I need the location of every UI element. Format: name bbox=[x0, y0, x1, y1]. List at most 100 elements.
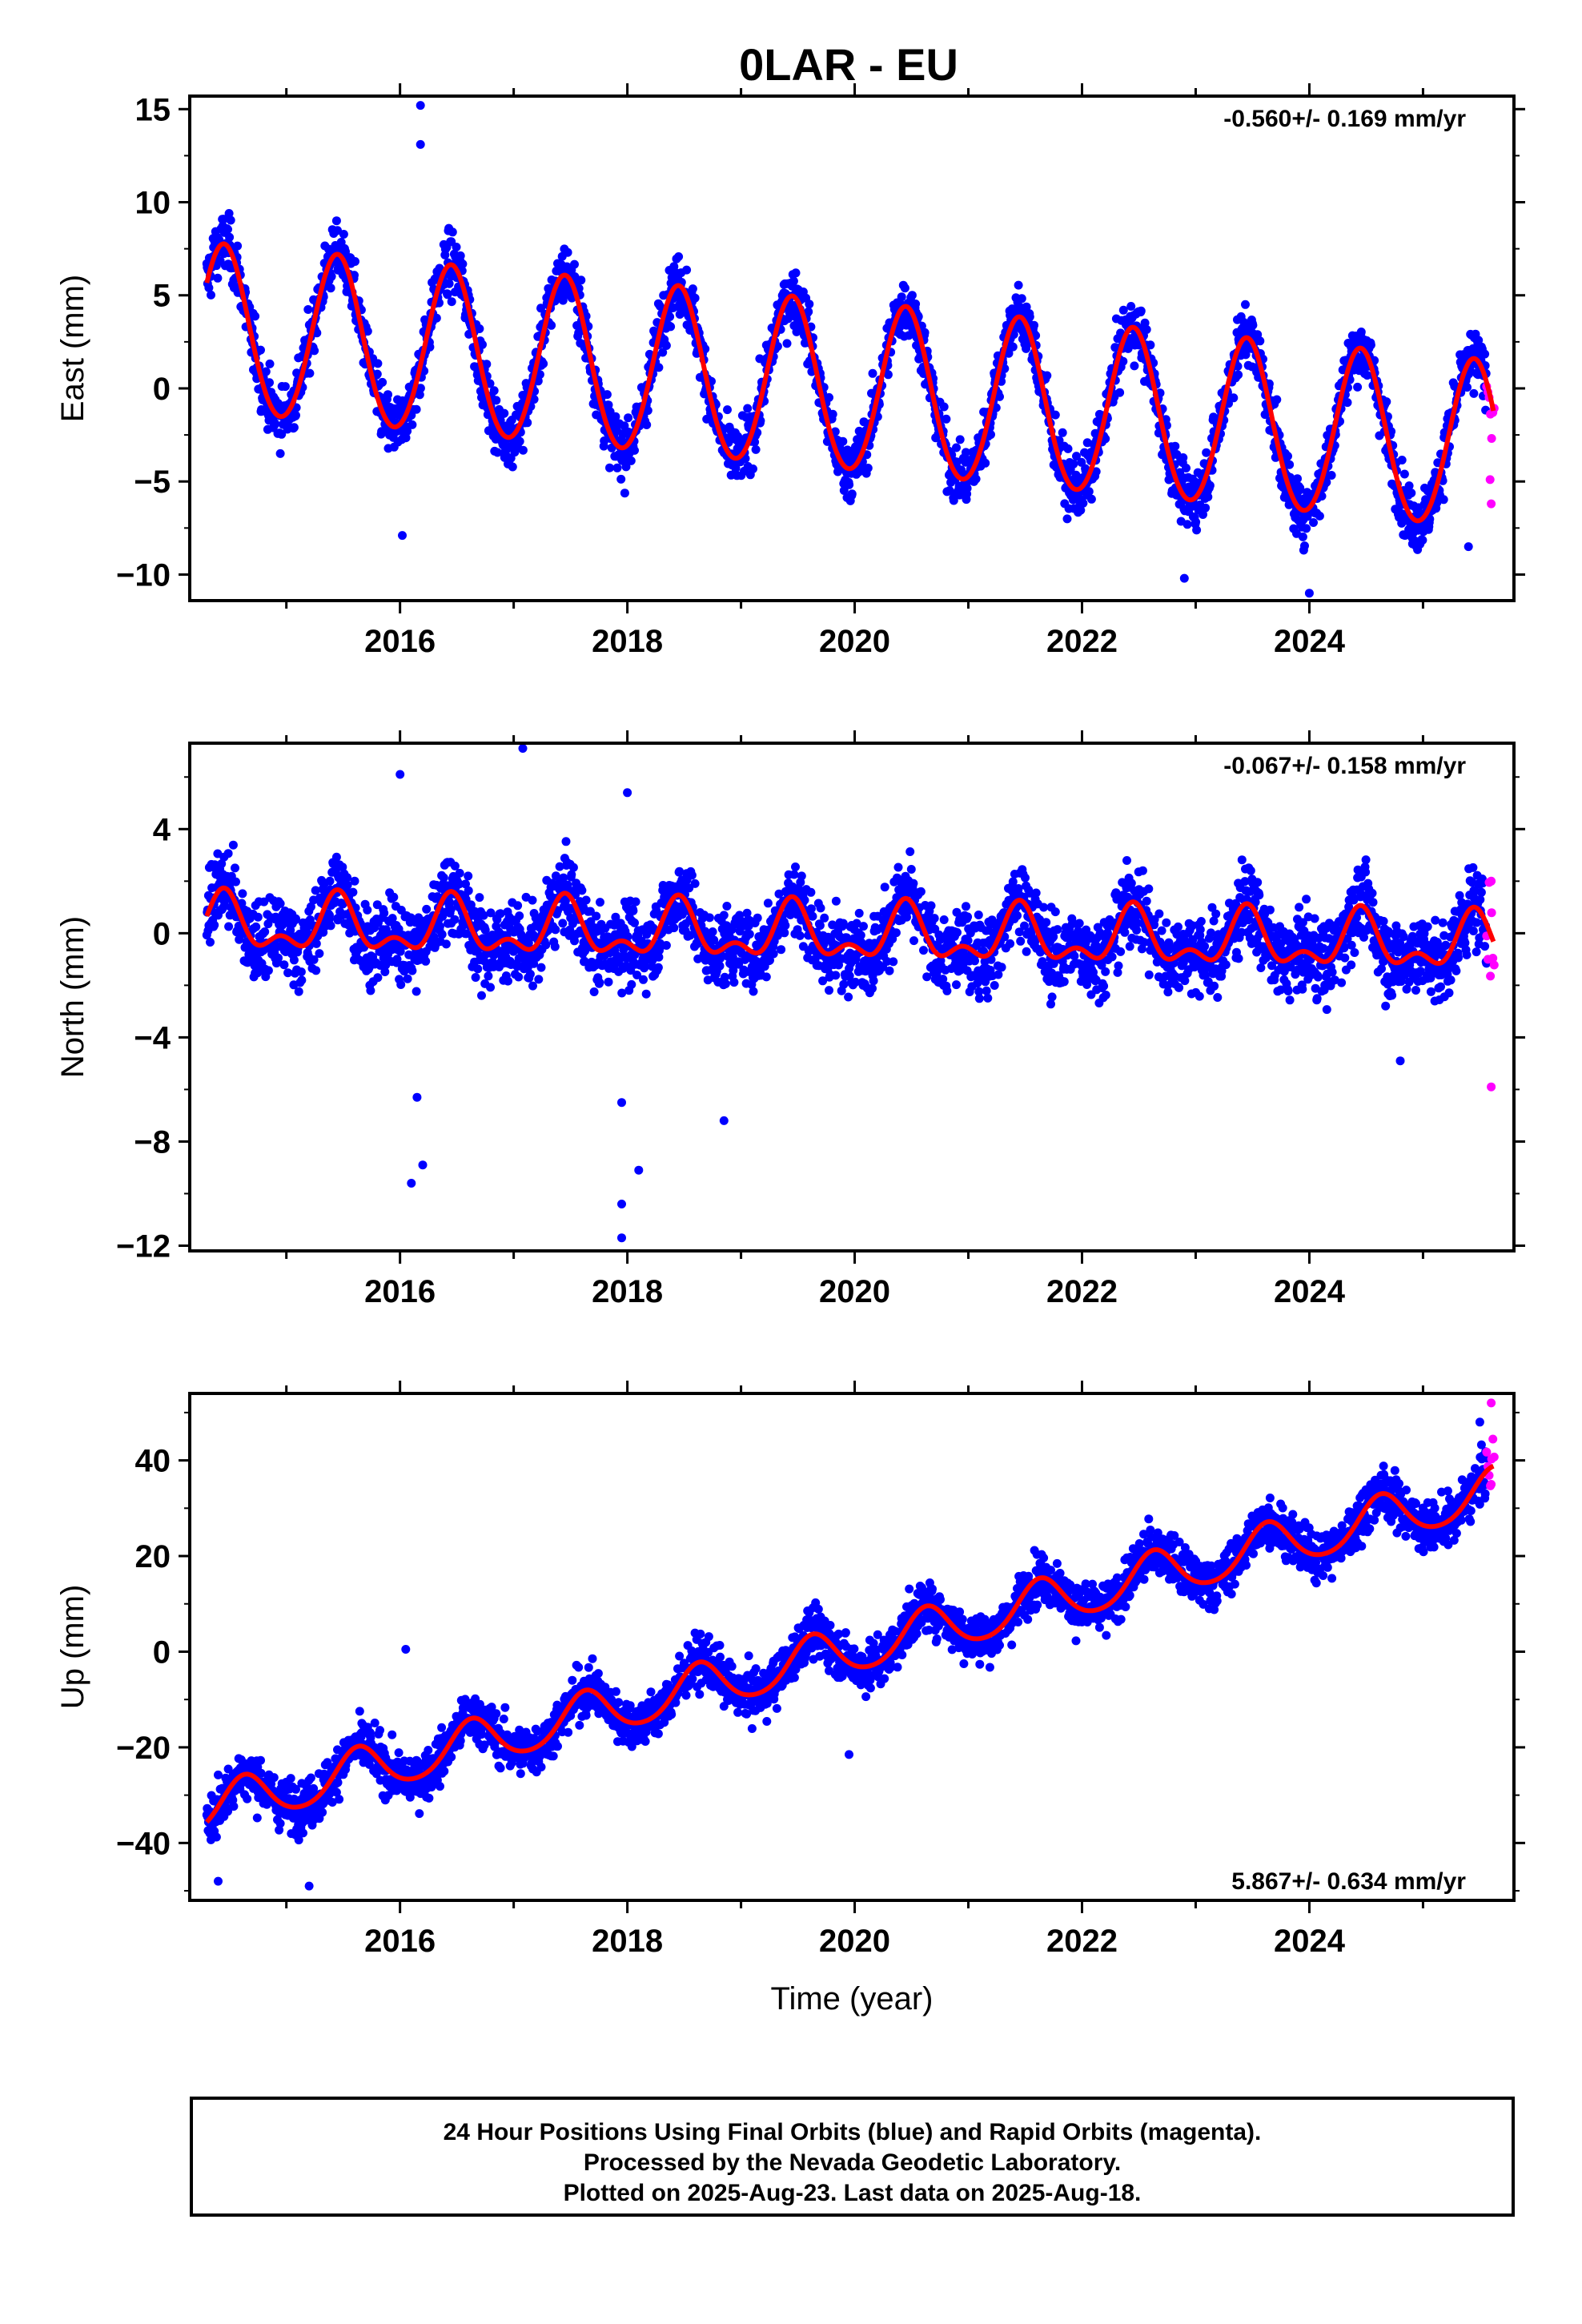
data-point bbox=[981, 458, 990, 468]
data-point bbox=[373, 973, 383, 983]
data-point bbox=[905, 847, 915, 856]
data-point bbox=[558, 919, 568, 928]
data-point bbox=[1182, 464, 1191, 472]
data-point bbox=[309, 955, 319, 964]
data-point bbox=[315, 949, 324, 959]
x-tick-label: 2018 bbox=[592, 624, 663, 659]
data-point bbox=[889, 957, 898, 967]
data-point bbox=[224, 209, 234, 218]
data-point bbox=[452, 243, 461, 251]
data-point bbox=[919, 946, 928, 955]
data-point bbox=[535, 370, 544, 380]
data-point bbox=[708, 927, 717, 936]
data-point bbox=[274, 953, 283, 963]
data-point bbox=[412, 404, 421, 414]
data-point bbox=[854, 908, 864, 918]
data-point bbox=[464, 871, 473, 881]
data-point bbox=[883, 370, 893, 380]
data-point bbox=[312, 328, 322, 338]
data-point bbox=[749, 987, 758, 996]
data-point bbox=[1366, 340, 1375, 350]
data-point bbox=[607, 443, 616, 452]
data-point bbox=[500, 408, 509, 418]
data-point bbox=[213, 273, 223, 283]
data-point bbox=[515, 436, 524, 446]
data-point bbox=[1234, 370, 1243, 380]
data-point bbox=[589, 987, 599, 996]
data-point bbox=[577, 886, 587, 895]
data-point bbox=[233, 241, 243, 251]
data-point bbox=[595, 978, 604, 987]
data-point bbox=[441, 939, 451, 949]
data-point bbox=[654, 363, 664, 372]
data-point bbox=[343, 873, 352, 883]
data-point bbox=[1072, 452, 1081, 461]
data-point bbox=[653, 963, 663, 972]
data-point bbox=[568, 862, 578, 872]
data-point bbox=[911, 300, 921, 308]
data-point bbox=[1298, 532, 1307, 541]
outlier-point bbox=[416, 139, 425, 149]
data-point bbox=[1300, 541, 1309, 551]
data-point bbox=[339, 230, 348, 239]
data-point bbox=[425, 342, 435, 352]
data-point bbox=[844, 992, 853, 1002]
data-point bbox=[626, 456, 636, 465]
outlier-point bbox=[1304, 589, 1314, 598]
data-point bbox=[416, 384, 425, 393]
data-point bbox=[547, 320, 556, 330]
data-point bbox=[1201, 503, 1211, 513]
data-point bbox=[338, 899, 347, 909]
y-tick-label: 5 bbox=[153, 279, 171, 314]
data-point bbox=[991, 403, 1001, 412]
y-axis-label: East (mm) bbox=[55, 275, 90, 422]
data-point bbox=[641, 989, 651, 999]
data-point bbox=[753, 913, 762, 923]
data-point bbox=[828, 409, 837, 419]
data-point bbox=[962, 902, 970, 911]
data-point bbox=[616, 474, 626, 484]
data-point bbox=[432, 313, 441, 323]
data-point bbox=[639, 975, 648, 984]
data-point bbox=[974, 994, 984, 1003]
data-point bbox=[558, 296, 568, 305]
data-point bbox=[477, 991, 486, 1000]
data-point bbox=[1363, 371, 1372, 380]
data-point bbox=[541, 940, 551, 950]
data-point bbox=[781, 921, 790, 931]
data-point bbox=[953, 457, 962, 467]
data-point bbox=[831, 971, 841, 980]
data-point bbox=[761, 972, 771, 982]
data-point bbox=[1469, 388, 1479, 398]
axes-frame-east bbox=[188, 94, 1516, 602]
y-tick-label: −10 bbox=[116, 557, 171, 593]
data-point bbox=[1272, 395, 1282, 404]
data-point bbox=[306, 902, 315, 911]
data-point bbox=[256, 345, 265, 355]
data-point bbox=[238, 889, 247, 899]
data-point bbox=[325, 911, 334, 920]
data-point bbox=[952, 980, 961, 990]
data-point bbox=[805, 300, 814, 309]
data-point bbox=[396, 980, 406, 989]
data-point bbox=[415, 390, 424, 400]
data-point bbox=[271, 912, 280, 922]
data-point bbox=[327, 271, 336, 281]
data-point bbox=[280, 382, 290, 392]
data-point bbox=[962, 484, 972, 493]
data-point bbox=[261, 367, 271, 376]
data-point bbox=[600, 436, 609, 445]
data-point bbox=[471, 973, 480, 982]
data-point bbox=[311, 966, 321, 975]
data-point bbox=[682, 265, 692, 275]
data-point bbox=[1069, 459, 1078, 468]
plot-area-north bbox=[202, 744, 1499, 1243]
data-point bbox=[825, 392, 833, 402]
data-point bbox=[1205, 480, 1215, 490]
data-point bbox=[893, 862, 903, 872]
data-point bbox=[1004, 348, 1014, 358]
data-point bbox=[642, 420, 652, 429]
data-point bbox=[1229, 393, 1239, 403]
data-point bbox=[326, 283, 335, 293]
data-point bbox=[1356, 328, 1366, 336]
